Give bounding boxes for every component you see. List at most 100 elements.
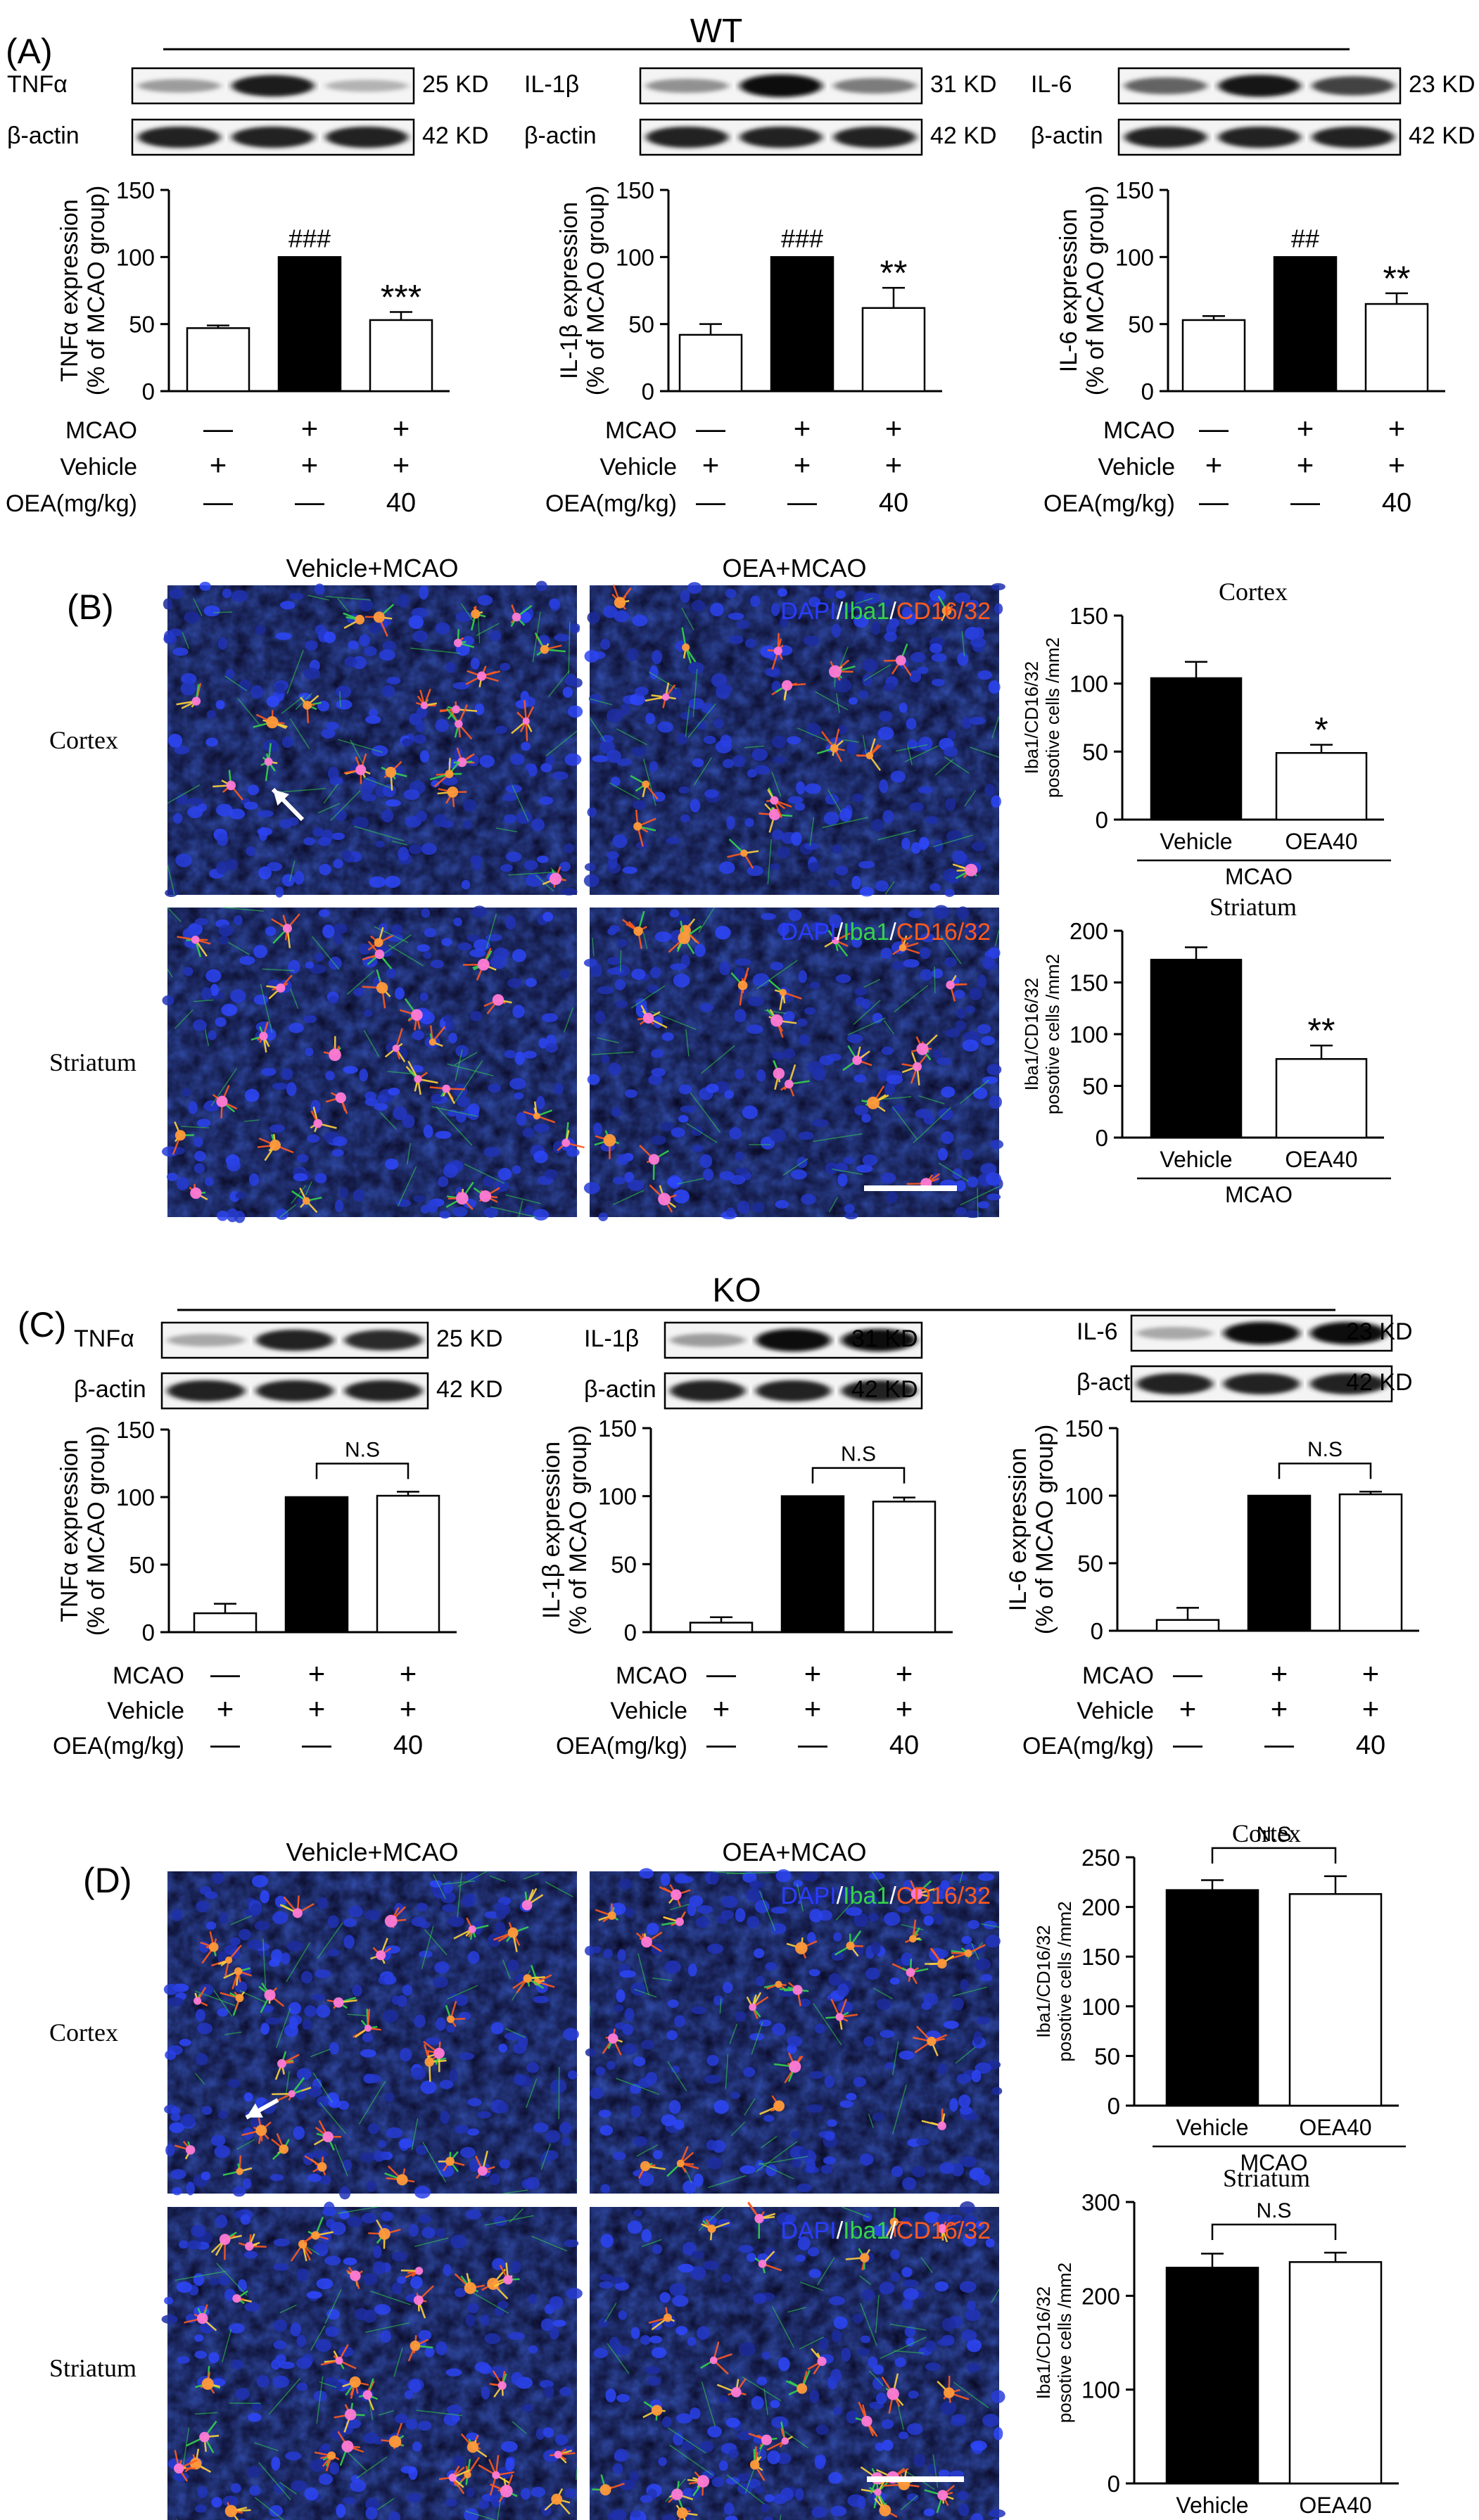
- nucleus: [533, 1209, 550, 1221]
- nucleus: [854, 1105, 869, 1116]
- d-micrograph-cortex-oea: [584, 1868, 1003, 2194]
- nucleus: [248, 2412, 262, 2422]
- fiber: [436, 1106, 473, 1146]
- fiber: [512, 2421, 527, 2434]
- microglia-soma: [512, 612, 521, 622]
- nucleus: [746, 1888, 763, 1902]
- chart-d1-category-label: Vehicle: [1176, 2115, 1248, 2140]
- b-stain-legend-2-part: /: [837, 919, 844, 946]
- nucleus: [962, 717, 972, 730]
- nucleus: [668, 2100, 681, 2114]
- nucleus: [793, 1880, 804, 1888]
- a-blot-3-target-kd: 23 KD: [1409, 71, 1475, 98]
- nucleus: [944, 957, 957, 967]
- fiber: [880, 2336, 927, 2359]
- fiber: [393, 2347, 403, 2377]
- nucleus: [875, 880, 889, 892]
- treatment-cell: —: [210, 1727, 240, 1760]
- nucleus: [956, 2073, 972, 2084]
- nucleus: [391, 924, 403, 935]
- panel-label-b: (B): [67, 587, 114, 627]
- nucleus: [751, 1202, 765, 1213]
- nucleus: [408, 615, 424, 630]
- fiber: [894, 985, 929, 1013]
- nucleus: [280, 601, 296, 610]
- a-treatment-table-2: MCAO — + +Vehicle + + +OEA(mg/kg) — —40: [545, 412, 908, 518]
- nucleus: [913, 2454, 926, 2468]
- chart-c3-ylabel-line: IL-6 expression: [1005, 1448, 1032, 1611]
- nucleus: [219, 1911, 228, 1925]
- nucleus: [315, 2339, 332, 2352]
- nucleus: [411, 1916, 427, 1927]
- nucleus: [910, 842, 922, 854]
- microglia-soma: [768, 808, 781, 821]
- nucleus: [677, 733, 687, 745]
- nucleus: [489, 630, 502, 642]
- fiber: [862, 734, 868, 757]
- nucleus: [307, 2173, 322, 2182]
- c-blot-1-target-strip-band-2: [255, 1330, 334, 1351]
- nucleus: [296, 2357, 312, 2369]
- treatment-cell: 40: [1356, 1731, 1385, 1760]
- nucleus: [250, 1903, 262, 1916]
- microglia-soma: [373, 611, 385, 623]
- d-micrograph-cortex-vehicle: [163, 1871, 579, 2200]
- microglia-soma: [327, 2451, 336, 2460]
- nucleus: [977, 1201, 989, 1209]
- nucleus: [991, 795, 1001, 808]
- nucleus: [219, 935, 229, 945]
- fiber: [504, 2028, 526, 2038]
- microglia-soma: [770, 796, 779, 805]
- microglia-soma: [335, 1092, 346, 1103]
- fiber: [195, 2412, 217, 2415]
- nucleus: [709, 1871, 719, 1885]
- microglia-soma: [266, 715, 279, 729]
- nucleus: [364, 1909, 381, 1921]
- chart-d2-tick-label: 100: [1081, 2377, 1120, 2403]
- microglia-soma: [190, 1187, 202, 1199]
- nucleus: [510, 753, 525, 765]
- nucleus: [179, 2113, 195, 2127]
- d-micrograph-striatum-oea-microglia: [592, 2201, 970, 2520]
- microglia-soma: [193, 1997, 202, 2005]
- nucleus: [278, 2361, 295, 2369]
- fiber: [182, 2427, 190, 2467]
- microglia-soma: [497, 2381, 507, 2390]
- nucleus: [445, 2498, 457, 2507]
- fiber: [894, 2350, 925, 2354]
- chart-b2-bar-1: [1150, 958, 1243, 1139]
- fiber: [433, 1874, 447, 1899]
- nucleus: [747, 769, 757, 778]
- nucleus: [804, 783, 821, 794]
- nucleus: [909, 670, 922, 683]
- nucleus: [470, 855, 483, 865]
- nucleus: [977, 670, 993, 680]
- nucleus: [175, 853, 193, 867]
- nucleus: [436, 2341, 447, 2355]
- nucleus: [452, 1207, 468, 1217]
- nucleus: [965, 1005, 975, 1013]
- microglia-soma: [196, 2312, 208, 2324]
- microglia-soma: [492, 994, 504, 1006]
- treatment-cell: +: [210, 448, 227, 481]
- nucleus: [652, 791, 666, 802]
- nucleus: [359, 943, 371, 955]
- nucleus: [991, 2518, 999, 2520]
- nucleus: [243, 2251, 258, 2259]
- b-stain-legend-2: DAPI/Iba1/CD16/32: [780, 919, 991, 946]
- chart-c3-bracket: [1278, 1462, 1372, 1479]
- nucleus: [807, 1932, 816, 1943]
- chart-d2-tick-label: 0: [1107, 2471, 1120, 2497]
- fiber: [224, 675, 248, 692]
- chart-d2-ylabel-line: posotive cells /mm2: [1054, 2263, 1075, 2423]
- a-blot-1-control-strip-band-1: [138, 127, 221, 148]
- nucleus: [879, 779, 889, 794]
- nucleus: [338, 2100, 350, 2110]
- treatment-row-label: OEA(mg/kg): [6, 490, 137, 517]
- nucleus: [293, 870, 305, 885]
- nucleus: [833, 1932, 842, 1942]
- nucleus: [368, 708, 379, 718]
- nucleus: [660, 1873, 671, 1886]
